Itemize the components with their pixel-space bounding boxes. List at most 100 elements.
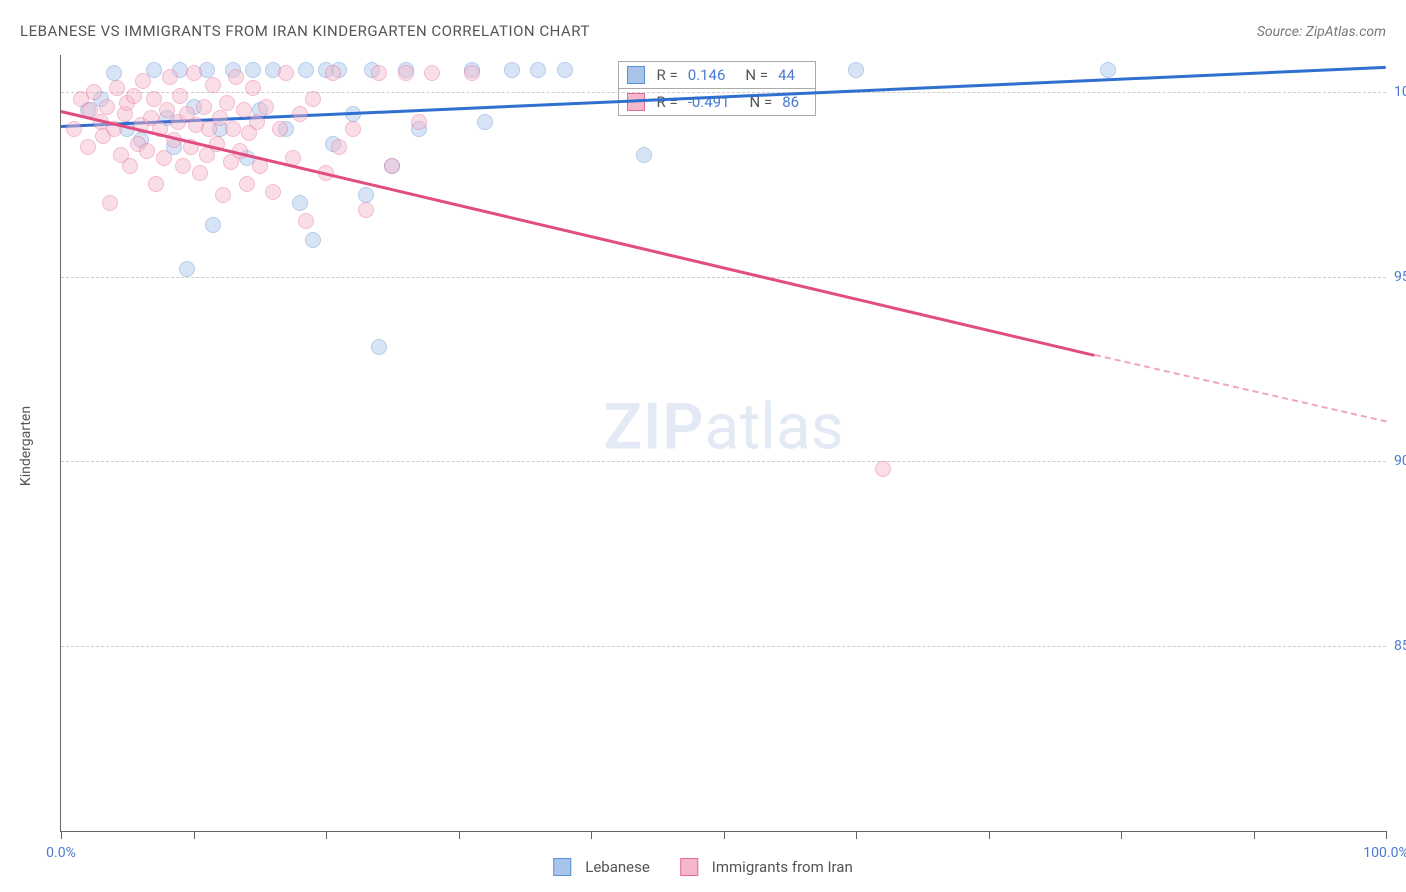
stats-row: R = 0.146 N = 44 [619, 62, 816, 88]
data-point-iran [272, 121, 288, 137]
trendline-iran [61, 110, 1095, 356]
x-tick [591, 831, 592, 839]
data-point-iran [305, 91, 321, 107]
data-point-iran [66, 121, 82, 137]
y-tick-label: 90.0% [1394, 453, 1406, 469]
data-point-lebanese [358, 187, 374, 203]
data-point-lebanese [298, 62, 314, 78]
data-point-lebanese [477, 114, 493, 130]
data-point-iran [325, 65, 341, 81]
stats-box: R =0.146N =44R =-0.491N =86 [618, 61, 817, 116]
stat-n-label: N = [745, 66, 768, 84]
legend: Lebanese Immigrants from Iran [553, 858, 853, 876]
watermark-zip: ZIP [603, 390, 704, 465]
data-point-iran [215, 187, 231, 203]
x-tick [1254, 831, 1255, 839]
data-point-iran [358, 202, 374, 218]
x-tick-label: 0.0% [46, 845, 76, 861]
data-point-iran [172, 88, 188, 104]
data-point-iran [196, 99, 212, 115]
gridline [61, 277, 1386, 278]
data-point-iran [345, 121, 361, 137]
data-point-iran [122, 158, 138, 174]
data-point-iran [424, 65, 440, 81]
x-tick [1386, 831, 1387, 839]
x-tick-label: 100.0% [1363, 845, 1406, 861]
gridline [61, 646, 1386, 647]
legend-item: Immigrants from Iran [680, 858, 853, 876]
data-point-lebanese [636, 147, 652, 163]
data-point-iran [109, 80, 125, 96]
data-point-iran [239, 176, 255, 192]
y-tick-label: 95.0% [1394, 269, 1406, 285]
data-point-iran [212, 110, 228, 126]
data-point-iran [139, 143, 155, 159]
trendline-iran [1094, 354, 1386, 422]
stat-n-value: 86 [782, 93, 799, 111]
watermark: ZIPatlas [603, 390, 843, 465]
data-point-lebanese [305, 232, 321, 248]
data-point-iran [99, 99, 115, 115]
data-point-lebanese [292, 195, 308, 211]
data-point-iran [875, 461, 891, 477]
legend-label: Immigrants from Iran [712, 858, 853, 876]
data-point-iran [135, 73, 151, 89]
data-point-iran [148, 176, 164, 192]
data-point-iran [186, 65, 202, 81]
data-point-iran [298, 213, 314, 229]
swatch-icon [553, 858, 571, 876]
x-tick [459, 831, 460, 839]
data-point-iran [126, 88, 142, 104]
data-point-iran [156, 150, 172, 166]
gridline [61, 461, 1386, 462]
watermark-atlas: atlas [705, 390, 844, 465]
swatch-icon [680, 858, 698, 876]
data-point-iran [464, 65, 480, 81]
data-point-lebanese [371, 339, 387, 355]
data-point-lebanese [106, 65, 122, 81]
data-point-iran [219, 95, 235, 111]
legend-item: Lebanese [553, 858, 650, 876]
data-point-iran [175, 158, 191, 174]
x-tick [326, 831, 327, 839]
y-tick-label: 100.0% [1394, 84, 1406, 100]
data-point-lebanese [245, 62, 261, 78]
stat-r-value: 0.146 [688, 66, 726, 84]
data-point-iran [228, 69, 244, 85]
data-point-iran [162, 69, 178, 85]
plot-area: ZIPatlas R =0.146N =44R =-0.491N =86 85.… [60, 55, 1386, 832]
data-point-lebanese [1100, 62, 1116, 78]
y-axis-label: Kindergarten [18, 406, 34, 486]
data-point-iran [225, 121, 241, 137]
data-point-iran [411, 114, 427, 130]
source-attribution: Source: ZipAtlas.com [1257, 24, 1386, 40]
data-point-iran [265, 184, 281, 200]
data-point-iran [86, 84, 102, 100]
data-point-iran [249, 114, 265, 130]
data-point-iran [278, 65, 294, 81]
data-point-iran [236, 102, 252, 118]
data-point-iran [398, 65, 414, 81]
x-tick [194, 831, 195, 839]
data-point-lebanese [205, 217, 221, 233]
y-tick-label: 85.0% [1394, 638, 1406, 654]
chart-title: LEBANESE VS IMMIGRANTS FROM IRAN KINDERG… [20, 22, 590, 40]
data-point-lebanese [557, 62, 573, 78]
data-point-iran [192, 165, 208, 181]
data-point-lebanese [504, 62, 520, 78]
x-tick [724, 831, 725, 839]
data-point-iran [205, 77, 221, 93]
data-point-iran [245, 80, 261, 96]
swatch-icon [627, 66, 645, 84]
stat-r-label: R = [657, 93, 678, 111]
data-point-iran [331, 139, 347, 155]
data-point-iran [371, 65, 387, 81]
stat-n-value: 44 [778, 66, 795, 84]
x-tick [61, 831, 62, 839]
x-tick [989, 831, 990, 839]
stat-r-label: R = [657, 66, 678, 84]
data-point-lebanese [530, 62, 546, 78]
x-tick [856, 831, 857, 839]
data-point-iran [102, 195, 118, 211]
data-point-iran [80, 139, 96, 155]
